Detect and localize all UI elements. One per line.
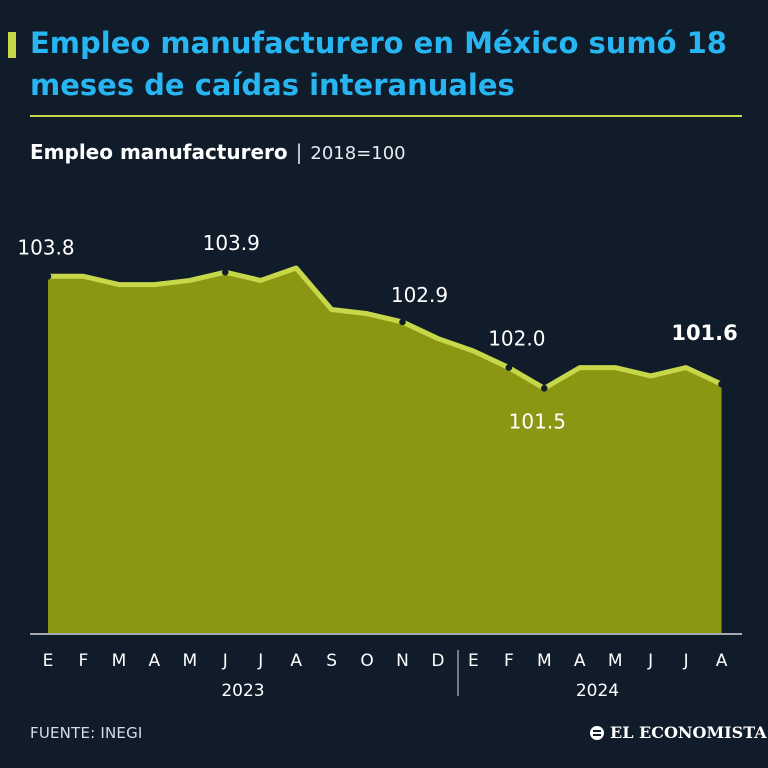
- subtitle-unit: 2018=100: [310, 143, 406, 164]
- data-point-marker: [718, 380, 725, 388]
- x-tick-label: D: [431, 651, 444, 671]
- area-fill: [48, 268, 722, 633]
- data-point-marker: [221, 268, 229, 276]
- data-point-marker: [399, 318, 406, 326]
- series-line: [48, 265, 723, 391]
- data-label: 101.5: [509, 409, 566, 433]
- subtitle-label: Empleo manufacturero: [30, 140, 288, 164]
- year-label: 2024: [576, 681, 619, 701]
- x-tick-label: M: [537, 651, 552, 671]
- x-tick-label: J: [222, 651, 228, 671]
- x-tick-label: A: [574, 651, 586, 671]
- brand-logo: EL ECONOMISTA: [590, 723, 767, 742]
- brand-icon: [590, 725, 604, 740]
- chart-title: Empleo manufacturero en México sumó 18 m…: [30, 26, 727, 102]
- x-tick-label: J: [647, 651, 653, 671]
- x-tick-label: E: [43, 651, 54, 671]
- x-tick-label: S: [326, 651, 337, 671]
- brand-name: EL ECONOMISTA: [610, 723, 767, 742]
- x-tick-label: M: [182, 651, 197, 671]
- x-tick-label: A: [716, 651, 728, 671]
- source-note: FUENTE: INEGI: [30, 724, 143, 742]
- year-label: 2023: [221, 681, 264, 701]
- x-tick-label: A: [290, 651, 302, 671]
- chart-subtitle: Empleo manufacturero | 2018=100: [30, 140, 406, 164]
- x-tick-label: M: [112, 651, 127, 671]
- data-point-marker: [44, 273, 52, 280]
- x-tick-label: O: [360, 651, 373, 671]
- x-tick-label: J: [683, 651, 689, 671]
- x-tick-label: J: [257, 651, 263, 671]
- x-tick-label: M: [608, 651, 623, 671]
- data-label: 103.9: [203, 231, 260, 255]
- data-label: 102.9: [391, 283, 448, 307]
- subtitle-separator: |: [295, 140, 303, 164]
- data-point-marker: [541, 385, 548, 392]
- data-label: 103.8: [17, 235, 74, 259]
- data-point-marker: [505, 364, 513, 371]
- x-tick-label: N: [396, 651, 409, 671]
- data-label: 102.0: [488, 327, 545, 351]
- x-tick-label: A: [149, 651, 161, 671]
- x-tick-label: F: [79, 651, 89, 671]
- x-tick-label: F: [504, 651, 514, 671]
- title-accent-bar: [8, 32, 16, 58]
- title-divider: [30, 115, 742, 117]
- x-tick-label: E: [468, 651, 479, 671]
- data-label: 101.6: [671, 321, 737, 345]
